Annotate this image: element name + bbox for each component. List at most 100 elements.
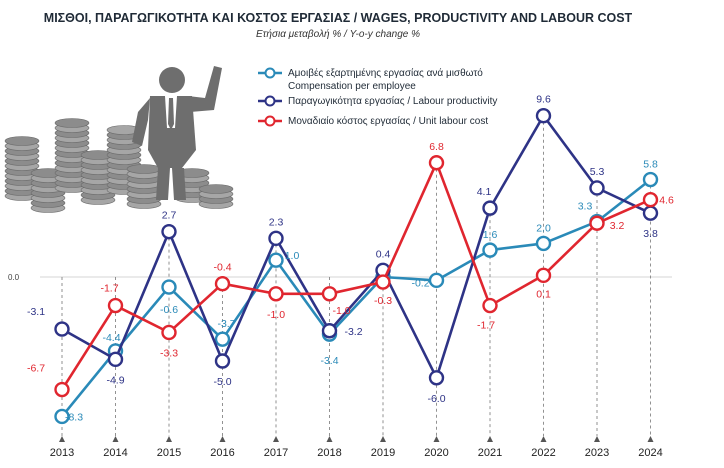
point-productivity-2022 xyxy=(535,108,552,124)
point-productivity-2018 xyxy=(321,323,338,339)
labels-layer: -8.3 -4.4 -0.6 -3.7 1.0 -3.4 -0.2 1.6 2.0 3.3 5.8 -… xyxy=(27,94,674,424)
tick-marker-2018 xyxy=(326,436,333,442)
point-compensation-2022 xyxy=(535,235,552,252)
data-label-ulc-2015: -3.3 xyxy=(160,347,178,359)
data-label-compensation-2016: -3.7 xyxy=(217,318,235,330)
point-ulc-2024 xyxy=(642,192,659,208)
data-label-productivity-2017: 2.3 xyxy=(269,216,284,228)
point-productivity-2023 xyxy=(589,180,605,196)
data-label-compensation-2021: 1.6 xyxy=(483,229,498,241)
point-productivity-2021 xyxy=(482,200,498,216)
chart-title: ΜΙΣΘΟΙ, ΠΑΡΑΓΩΓΙΚΟΤΗΤΑ ΚΑΙ ΚΟΣΤΟΣ ΕΡΓΑΣΙ… xyxy=(44,11,633,25)
series-ulc xyxy=(54,155,659,398)
point-compensation-2016 xyxy=(214,331,231,347)
data-label-productivity-2013: -3.1 xyxy=(27,306,45,318)
line-compensation xyxy=(60,178,652,418)
data-label-productivity-2014: -4.9 xyxy=(106,374,124,386)
point-ulc-2020 xyxy=(428,155,445,171)
legend-item-ulc: Μοναδιαίο κόστος εργασίας / Unit labour … xyxy=(258,115,488,127)
tick-marker-2015 xyxy=(166,436,172,442)
tick-marker-2022 xyxy=(540,436,547,442)
point-productivity-2024 xyxy=(642,205,659,221)
tick-marker-2017 xyxy=(273,436,279,442)
data-label-productivity-2019: 0.4 xyxy=(376,248,391,260)
data-label-compensation-2015: -0.6 xyxy=(160,304,178,316)
point-ulc-2018 xyxy=(321,286,338,302)
point-productivity-2013 xyxy=(54,321,70,337)
data-label-ulc-2018: -1.0 xyxy=(332,305,350,317)
legend-label-productivity: Παραγωγικότητα εργασίας / Labour product… xyxy=(288,95,497,107)
point-compensation-2015 xyxy=(161,279,177,295)
data-label-productivity-2020: -6.0 xyxy=(427,393,445,405)
x-tick-2017: 2017 xyxy=(264,447,288,459)
x-axis: 2013 2014 2015 2016 2017 2018 2019 2020 2021 2022… xyxy=(50,436,663,459)
data-label-productivity-2023: 5.3 xyxy=(590,166,605,178)
point-ulc-2016 xyxy=(214,276,231,292)
data-label-ulc-2014: -1.7 xyxy=(100,283,118,295)
point-ulc-2022 xyxy=(535,267,552,284)
tick-marker-2024 xyxy=(647,436,654,442)
coin-stacks xyxy=(4,118,234,213)
x-tick-2015: 2015 xyxy=(157,447,181,459)
data-label-ulc-2019: -0.3 xyxy=(374,295,392,307)
businessman-figure xyxy=(132,66,222,200)
x-tick-2021: 2021 xyxy=(478,447,502,459)
legend-label-compensation-2: Compensation per employee xyxy=(288,81,416,92)
point-ulc-2014 xyxy=(107,297,124,314)
data-label-productivity-2018: -3.2 xyxy=(344,326,362,338)
x-tick-2023: 2023 xyxy=(585,447,609,459)
data-label-ulc-2016: -0.4 xyxy=(213,262,231,274)
data-label-productivity-2015: 2.7 xyxy=(162,210,177,222)
x-tick-2020: 2020 xyxy=(424,447,448,459)
point-compensation-2021 xyxy=(482,242,498,258)
tick-marker-2016 xyxy=(219,436,226,442)
businessman-coins-illustration xyxy=(4,66,234,213)
point-ulc-2013 xyxy=(54,381,70,398)
point-productivity-2014 xyxy=(107,351,124,368)
series-productivity xyxy=(54,108,659,386)
point-compensation-2024 xyxy=(642,171,659,188)
data-label-ulc-2013: -6.7 xyxy=(27,363,45,375)
point-productivity-2017 xyxy=(268,230,284,247)
data-label-compensation-2020: -0.2 xyxy=(411,277,429,289)
data-label-ulc-2023: 3.2 xyxy=(610,220,625,232)
chart-subtitle: Ετήσια μεταβολή % / Y-o-y change % xyxy=(256,28,420,40)
tick-marker-2014 xyxy=(112,436,119,442)
point-compensation-2013 xyxy=(54,408,70,425)
data-label-compensation-2014: -4.4 xyxy=(102,332,120,344)
data-label-productivity-2021: 4.1 xyxy=(477,186,492,198)
tick-marker-2021 xyxy=(487,436,493,442)
x-tick-2013: 2013 xyxy=(50,447,74,459)
data-label-ulc-2024: 4.6 xyxy=(659,195,674,207)
data-label-ulc-2020: 6.8 xyxy=(429,141,444,153)
data-label-productivity-2016: -5.0 xyxy=(213,376,231,388)
line-ulc xyxy=(60,161,652,391)
data-label-productivity-2022: 9.6 xyxy=(536,94,551,106)
x-tick-2018: 2018 xyxy=(317,447,341,459)
data-label-compensation-2024: 5.8 xyxy=(643,159,658,171)
x-tick-2016: 2016 xyxy=(210,447,234,459)
x-tick-2022: 2022 xyxy=(531,447,555,459)
tick-marker-2020 xyxy=(433,436,440,442)
point-productivity-2016 xyxy=(214,353,231,369)
zero-label: 0.0 xyxy=(8,273,20,282)
legend-item-compensation: Αμοιβές εξαρτημένης εργασίας ανά μισθωτό… xyxy=(258,67,483,92)
data-label-ulc-2021: -1.7 xyxy=(477,320,495,332)
point-productivity-2020 xyxy=(428,370,445,386)
series-layer xyxy=(54,108,659,425)
point-compensation-2020 xyxy=(428,272,445,289)
tick-marker-2013 xyxy=(59,436,65,442)
data-label-ulc-2017: -1.0 xyxy=(267,309,285,321)
x-tick-2019: 2019 xyxy=(371,447,395,459)
legend-label-ulc: Μοναδιαίο κόστος εργασίας / Unit labour … xyxy=(288,115,488,127)
x-tick-2014: 2014 xyxy=(103,447,127,459)
point-ulc-2019 xyxy=(375,274,391,290)
line-productivity xyxy=(61,114,652,380)
data-label-ulc-2022: 0.1 xyxy=(536,288,551,300)
data-label-compensation-2023: 3.3 xyxy=(578,201,593,213)
legend-item-productivity: Παραγωγικότητα εργασίας / Labour product… xyxy=(258,95,497,107)
tick-marker-2019 xyxy=(380,436,386,442)
point-ulc-2015 xyxy=(161,324,177,341)
data-label-compensation-2018: -3.4 xyxy=(320,355,338,367)
